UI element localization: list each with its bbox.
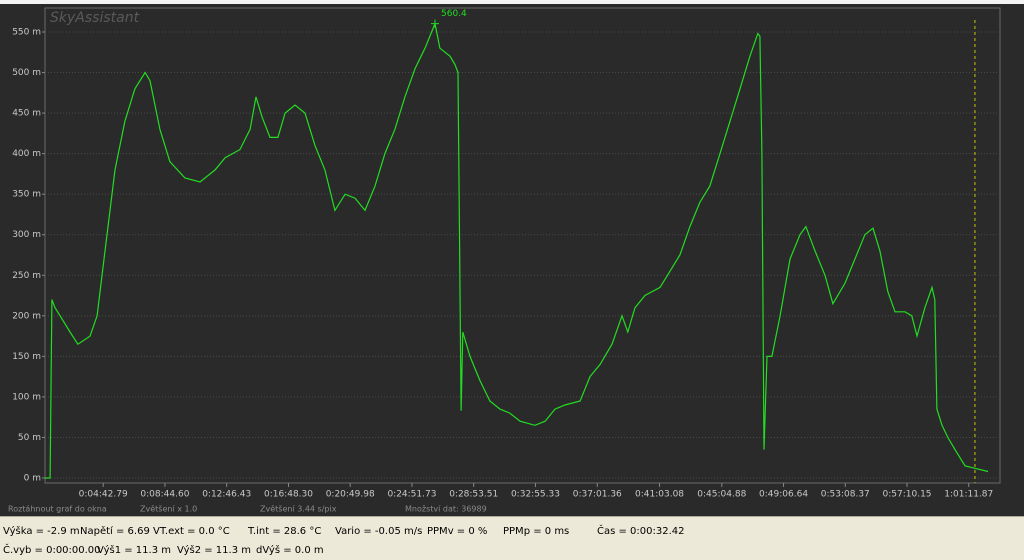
y-tick-label: 0 m <box>24 474 41 484</box>
y-tick-label: 100 m <box>12 392 41 402</box>
status-text: T.ext = 0.0 °C <box>159 526 230 537</box>
x-tick-label: 0:04:42.79 <box>79 490 128 500</box>
status-text: dVýš = 0.0 m <box>256 544 324 556</box>
footer-text: Zvětšení x 1.0 <box>140 504 197 514</box>
x-tick-label: 0:41:03.08 <box>635 490 684 500</box>
y-tick-label: 350 m <box>12 190 41 200</box>
status-text: T.int = 28.6 °C <box>247 526 321 537</box>
status-text: Výš2 = 11.3 m <box>177 544 251 556</box>
status-text: Výš1 = 11.3 m <box>97 544 171 556</box>
x-tick-label: 0:08:44.60 <box>140 490 189 500</box>
peak-label: 560.4 <box>441 9 467 19</box>
watermark-title: SkyAssistant <box>50 10 140 26</box>
status-text: Výška = -2.9 m <box>3 525 80 537</box>
x-tick-label: 0:57:10.15 <box>883 490 932 500</box>
y-tick-label: 450 m <box>12 109 41 119</box>
y-tick-label: 200 m <box>12 311 41 321</box>
footer-text: Množství dat: 36989 <box>405 505 487 514</box>
x-tick-label: 0:45:04.88 <box>697 490 746 500</box>
status-text: Čas = 0:00:32.42 <box>597 524 685 537</box>
x-tick-label: 0:37:01.36 <box>573 490 622 500</box>
y-tick-label: 250 m <box>12 271 41 281</box>
y-tick-label: 550 m <box>12 28 41 38</box>
status-text: PPMp = 0 ms <box>503 526 569 537</box>
x-tick-label: 0:28:53.51 <box>449 490 498 500</box>
y-tick-label: 500 m <box>12 68 41 78</box>
x-tick-label: 1:01:11.87 <box>944 490 993 500</box>
y-tick-label: 150 m <box>12 352 41 362</box>
status-text: Napětí = 6.69 V <box>80 525 160 537</box>
y-tick-label: 300 m <box>12 230 41 240</box>
altitude-line <box>45 21 989 479</box>
x-tick-label: 0:32:55.33 <box>511 490 560 500</box>
footer-text: Roztáhnout graf do okna <box>8 505 107 514</box>
status-text: PPMv = 0 % <box>427 526 487 537</box>
status-text: Č.vyb = 0:00:00.00 <box>3 543 101 556</box>
x-tick-label: 0:16:48.30 <box>264 490 313 500</box>
footer-text: Zvětšení 3.44 s/pix <box>260 504 337 514</box>
chart-background <box>0 0 1024 516</box>
status-text: Vario = -0.05 m/s <box>335 526 422 537</box>
window-strip <box>0 0 1024 4</box>
x-tick-label: 0:53:08.37 <box>821 490 870 500</box>
x-tick-label: 0:24:51.73 <box>387 490 436 500</box>
status-bar <box>0 516 1024 560</box>
peak-marker <box>431 19 440 28</box>
x-tick-label: 0:20:49.98 <box>326 490 375 500</box>
x-tick-label: 0:49:06.64 <box>759 490 808 500</box>
plot-frame <box>44 7 1001 484</box>
y-tick-label: 50 m <box>18 433 41 443</box>
x-tick-label: 0:12:46.43 <box>202 490 251 500</box>
y-tick-label: 400 m <box>12 149 41 159</box>
